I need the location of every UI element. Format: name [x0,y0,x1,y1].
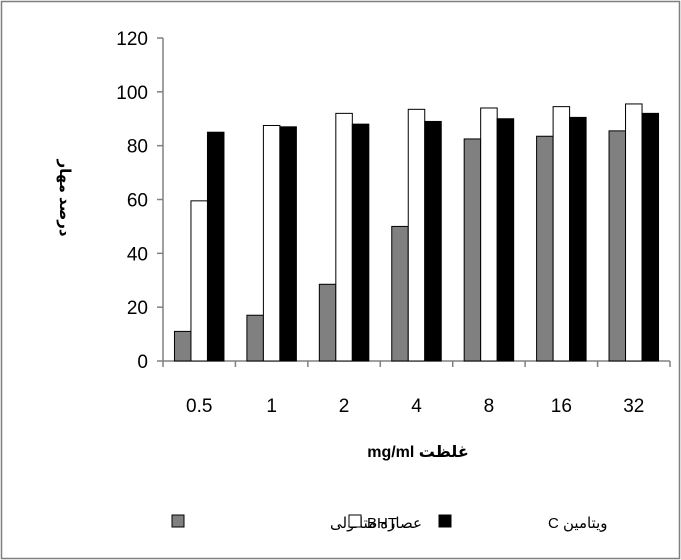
bar-3-1 [279,126,297,362]
y-tick-label: 40 [127,244,148,265]
bar-2-4 [407,108,426,362]
x-tick-label: 32 [623,396,644,417]
x-tick-label: 4 [411,396,422,417]
bar-3-8 [496,118,515,362]
bar-1-4 [391,225,409,362]
legend-swatch-bht [348,514,362,528]
bar-3-16 [569,116,587,362]
bar-2-8 [480,107,498,362]
bar-3-4 [424,120,442,362]
bar-1-8 [463,138,482,362]
x-axis-title: mg/ml غلظت [367,444,469,461]
legend-label-bht: BHT [367,515,397,532]
bar-3-32 [641,112,660,362]
y-axis-title: درصد مهار [56,158,73,236]
x-tick-label: 0.5 [186,396,212,417]
bar-2-16 [552,106,571,362]
y-tick-label: 100 [116,83,148,104]
y-tick-label: 60 [127,191,148,212]
bar-1-0_5 [173,330,192,362]
bar-3-0_5 [206,131,225,362]
legend-label-vitc: ویتامین C [548,515,608,532]
bar-2-32 [625,103,643,362]
x-tick-label: 1 [266,396,277,417]
bar-1-2 [318,283,337,362]
legend-swatch-vitc [438,514,452,528]
y-tick-label: 80 [127,137,148,158]
x-tick-label: 2 [339,396,350,417]
bar-1-16 [536,135,554,362]
y-tick-label: 0 [137,352,148,373]
y-tick-label: 120 [116,29,148,50]
x-tick-label: 16 [551,396,572,417]
bar-3-2 [351,123,370,362]
bar-2-1 [262,124,281,362]
legend-swatch-methanolic [171,514,185,528]
bar-2-0_5 [190,200,208,362]
y-tick-label: 20 [127,298,148,319]
bar-2-2 [335,112,353,362]
plot-area: 0 20 40 60 80 100 120 0.5 1 2 4 8 16 32 [116,29,671,417]
bar-1-1 [246,314,264,362]
bar-1-32 [608,130,627,362]
x-tick-label: 8 [484,396,495,417]
